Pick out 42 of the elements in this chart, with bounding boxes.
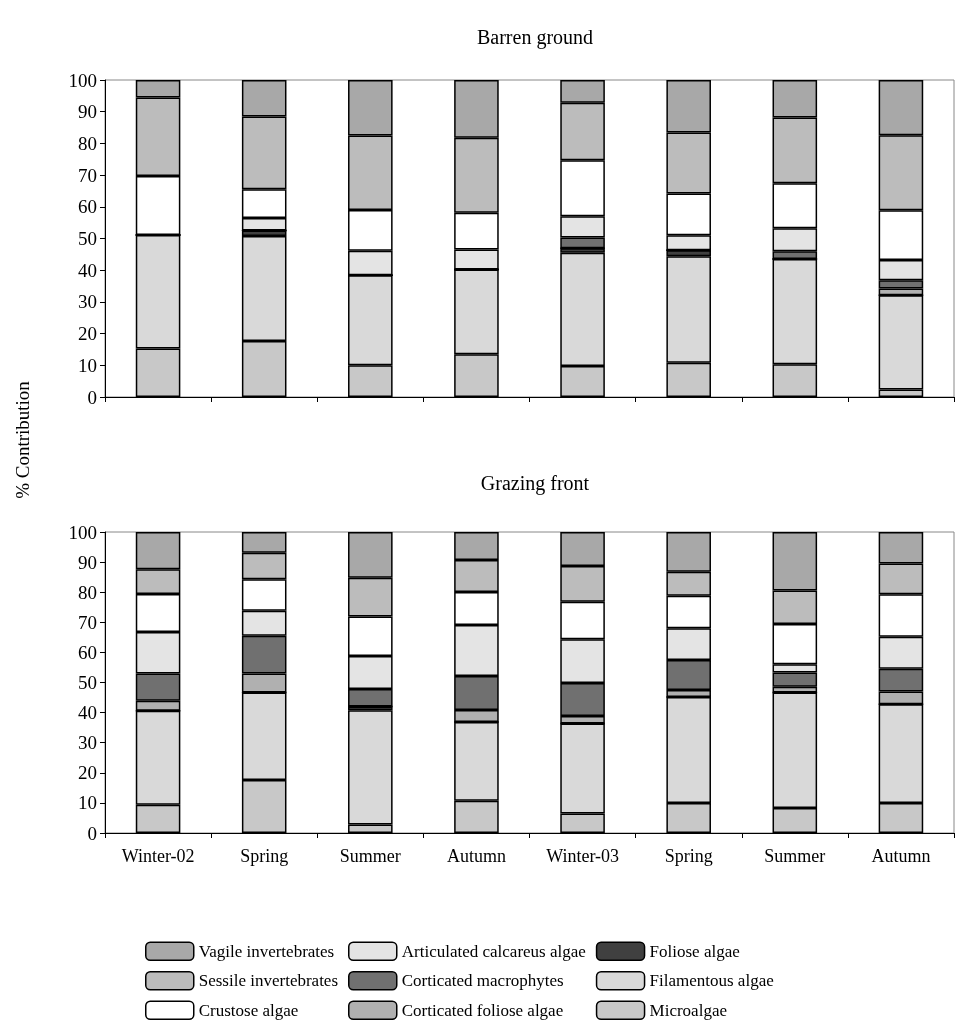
y-tick-label: 30: [78, 291, 97, 313]
x-tick-label: Winter-02: [121, 846, 195, 866]
legend-label: Crustose algae: [198, 1000, 299, 1020]
y-tick-label: 60: [78, 196, 97, 218]
y-tick-label: 40: [78, 259, 97, 281]
y-tick-label: 20: [78, 762, 97, 784]
legend-label: Articulated calcareus algae: [401, 941, 586, 961]
y-tick-label: 0: [87, 822, 97, 844]
y-tick-label: 70: [78, 611, 97, 633]
legend-label: Microalgae: [649, 1000, 727, 1020]
y-tick-label: 50: [78, 228, 97, 249]
y-tick-label: 70: [78, 164, 97, 186]
y-tick-label: 80: [78, 581, 97, 603]
y-tick-label: 90: [78, 101, 97, 123]
y-tick-label: 20: [78, 323, 97, 345]
x-tick-label: Spring: [664, 846, 713, 866]
chart-title: Grazing front: [480, 472, 590, 495]
legend-label: Corticated macrophytes: [401, 971, 564, 991]
y-tick-label: 100: [68, 69, 97, 91]
legend-label: Foliose algae: [649, 941, 740, 961]
legend-label: Sessile invertebrates: [198, 971, 339, 991]
y-tick-label: 50: [78, 672, 97, 693]
y-tick-label: 0: [87, 386, 97, 408]
x-tick-label: Autumn: [446, 846, 506, 866]
y-tick-label: 100: [68, 521, 97, 543]
y-tick-label: 30: [78, 732, 97, 754]
y-tick-label: 10: [78, 354, 97, 376]
x-tick-label: Summer: [764, 846, 826, 866]
y-tick-label: 80: [78, 132, 97, 154]
y-tick-label: 60: [78, 641, 97, 663]
y-tick-label: 10: [78, 792, 97, 814]
legend-label: Vagile invertebrates: [198, 941, 335, 961]
legend-label: Corticated foliose algae: [401, 1000, 564, 1020]
chart-title: Barren ground: [476, 26, 594, 49]
legend-label: Filamentous algae: [649, 971, 774, 991]
x-tick-label: Summer: [339, 846, 401, 866]
y-tick-label: 90: [78, 551, 97, 573]
x-tick-label: Winter-03: [546, 846, 620, 866]
y-axis-title: % Contribution: [12, 381, 34, 499]
x-tick-label: Spring: [240, 846, 289, 866]
x-tick-label: Autumn: [871, 846, 931, 866]
y-tick-label: 40: [78, 702, 97, 724]
